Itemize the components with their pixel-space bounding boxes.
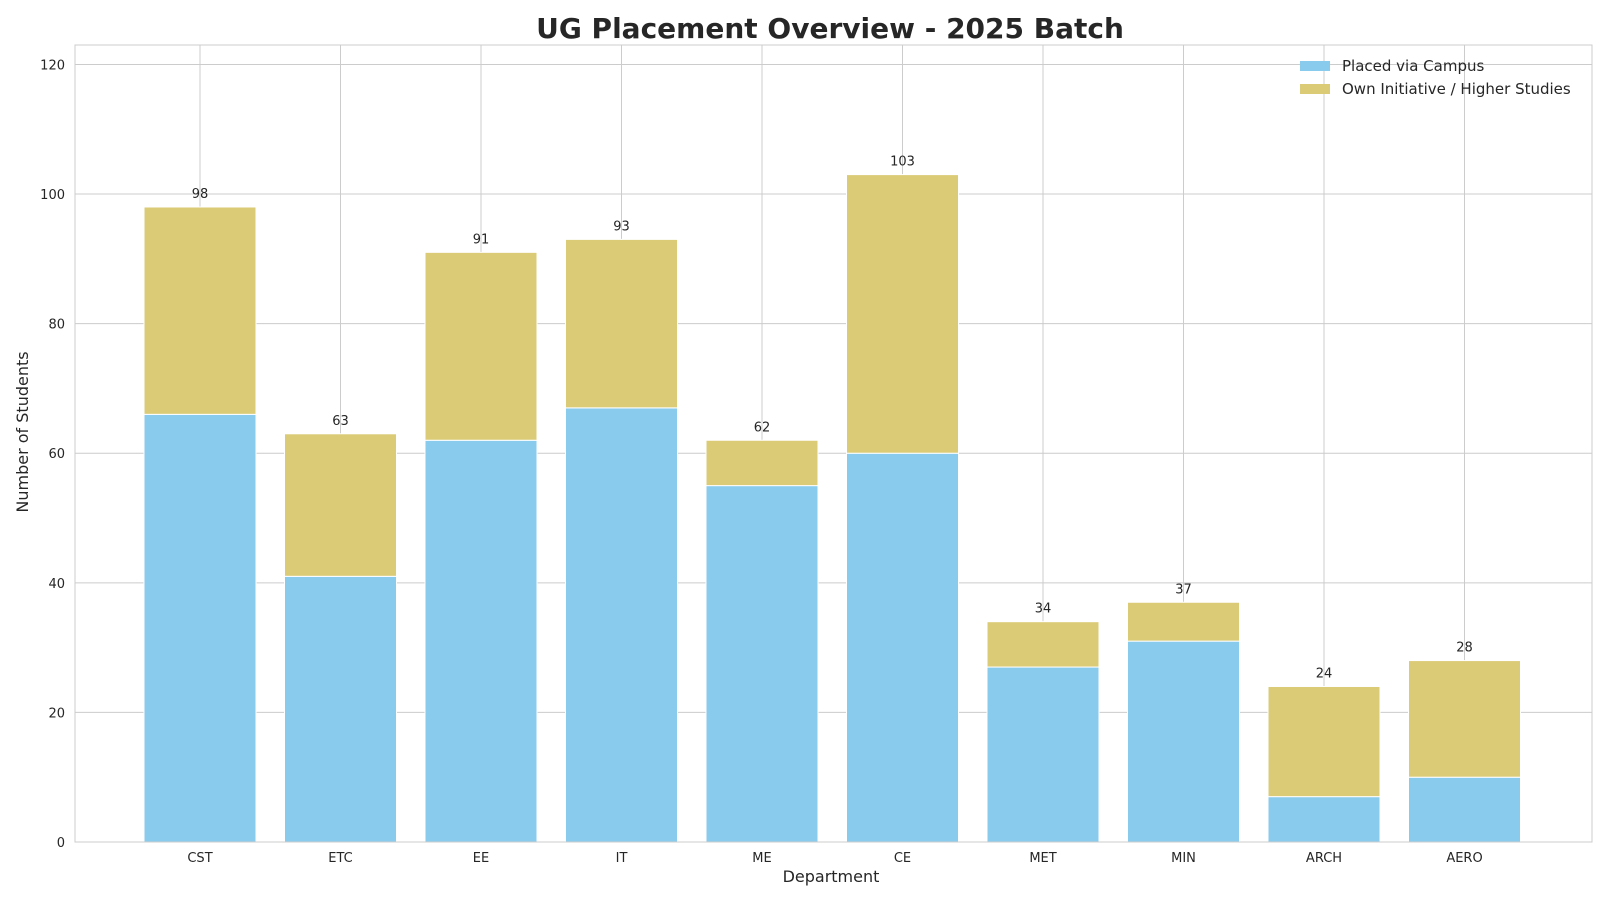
x-axis-ticks: CST ETC EE IT ME CE MET MIN ARCH AERO [187, 851, 1482, 866]
y-tick-label: 100 [40, 188, 65, 203]
bar-campus-etc [284, 575, 397, 843]
bar-own-initiative-min [1127, 601, 1240, 642]
bar-campus-met [986, 666, 1100, 843]
total-label: 91 [473, 232, 490, 247]
y-axis-label: Number of Students [13, 351, 32, 512]
x-tick-label: AERO [1446, 851, 1482, 866]
bar-own-initiative-arch [1267, 685, 1381, 798]
total-label: 28 [1456, 641, 1473, 656]
y-tick-label: 0 [57, 836, 65, 851]
y-tick-label: 80 [48, 318, 65, 333]
bar-campus-min [1127, 640, 1240, 843]
x-axis-label: Department [783, 867, 880, 886]
legend: Placed via Campus Own Initiative / Higher… [1300, 57, 1571, 98]
bars [143, 174, 1521, 843]
bar-own-initiative-it [565, 238, 678, 409]
total-label: 103 [890, 155, 915, 170]
x-tick-label: CST [187, 851, 212, 866]
bar-campus-ce [846, 452, 959, 843]
y-tick-label: 120 [40, 58, 65, 73]
x-tick-label: IT [616, 851, 628, 866]
x-tick-label: EE [473, 851, 489, 866]
legend-swatch [1300, 84, 1330, 94]
bar-own-initiative-met [986, 621, 1100, 668]
x-tick-label: MET [1029, 851, 1056, 866]
x-tick-label: ARCH [1306, 851, 1342, 866]
data-labels: 98 63 91 93 62 103 34 37 24 28 [192, 155, 1473, 682]
bar-campus-cst [143, 413, 257, 843]
bar-campus-ee [424, 439, 538, 843]
bar-campus-aero [1408, 776, 1521, 843]
total-label: 37 [1175, 582, 1192, 597]
bar-own-initiative-cst [143, 206, 257, 415]
y-tick-label: 60 [48, 447, 65, 462]
total-label: 34 [1035, 602, 1052, 617]
total-label: 62 [754, 420, 771, 435]
bar-campus-it [565, 407, 678, 843]
total-label: 98 [192, 187, 209, 202]
total-label: 24 [1316, 666, 1333, 681]
x-tick-label: ME [752, 851, 771, 866]
plot-frame [74, 44, 1593, 843]
y-axis-ticks: 0 20 40 60 80 100 120 [40, 58, 65, 851]
bar-own-initiative-ee [424, 251, 538, 441]
total-label: 93 [613, 219, 630, 234]
x-tick-label: CE [894, 851, 911, 866]
y-tick-label: 40 [48, 577, 65, 592]
y-tick-label: 20 [48, 706, 65, 721]
bar-own-initiative-aero [1408, 660, 1521, 778]
bar-own-initiative-etc [284, 433, 397, 577]
bar-campus-me [705, 485, 819, 843]
legend-label: Own Initiative / Higher Studies [1342, 80, 1571, 98]
x-tick-label: ETC [328, 851, 352, 866]
legend-label: Placed via Campus [1342, 57, 1484, 75]
x-tick-label: MIN [1171, 851, 1196, 866]
bar-campus-arch [1267, 796, 1381, 843]
total-label: 63 [332, 414, 349, 429]
legend-swatch [1300, 61, 1330, 71]
bar-own-initiative-me [705, 439, 819, 487]
chart-title: UG Placement Overview - 2025 Batch [536, 12, 1124, 45]
bar-own-initiative-ce [846, 174, 959, 454]
